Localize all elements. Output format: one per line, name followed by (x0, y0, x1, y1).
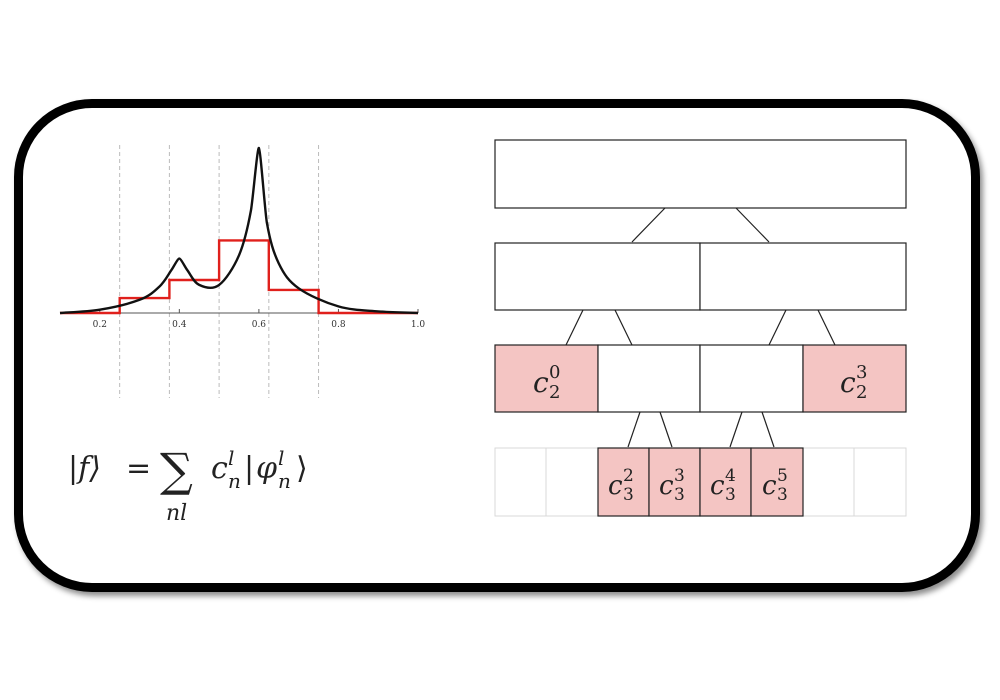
eq-phi-sub: n (278, 469, 291, 493)
x-tick-label: 0.4 (172, 320, 187, 330)
eq-sum-sub: nl (166, 501, 187, 526)
eq-ket-close: ⟩ (296, 451, 308, 486)
coef-base: c (710, 471, 725, 501)
tree-connector (761, 411, 775, 448)
coef-label-c2-0: c 0 2 (533, 362, 560, 403)
tree-level3-row (494, 447, 907, 517)
coef-base: c (762, 471, 777, 501)
tree-node-level3-empty (545, 447, 599, 517)
tree-connector (627, 411, 641, 448)
tree-node-level3-empty (802, 447, 855, 517)
eq-coef-sup: l (228, 446, 234, 470)
coef-sup: 4 (725, 466, 736, 486)
tree-connector (659, 411, 673, 448)
wavelet-tree (494, 139, 907, 448)
coef-sup: 3 (674, 466, 685, 486)
tree-node-level1 (699, 242, 907, 311)
tree-node-level3-highlighted (597, 447, 650, 517)
x-tick-label: 0.2 (93, 320, 107, 330)
tree-connector (735, 207, 770, 243)
coef-sub: 3 (777, 485, 788, 505)
tree-level3-highlighted (597, 447, 804, 517)
coef-base: c (533, 366, 549, 399)
coef-sub: 3 (674, 485, 685, 505)
eq-phi-sup: l (278, 446, 284, 470)
eq-coef-sub: n (228, 469, 241, 493)
coef-sup: 0 (549, 362, 560, 383)
x-tick-label: 0.6 (252, 320, 267, 330)
coef-base: c (840, 366, 856, 399)
tree-node-level3-highlighted (750, 447, 804, 517)
eq-coef: c (211, 451, 228, 486)
tree-node-level3-empty (494, 447, 547, 517)
tree-connector (729, 411, 743, 448)
coef-sup: 3 (856, 362, 867, 383)
coef-base: c (608, 471, 623, 501)
coef-label-c3-2: c 2 3 (608, 466, 634, 505)
coef-sup: 2 (623, 466, 634, 486)
tree-connector (768, 309, 787, 346)
expansion-equation: |f⟩ = ∑ nl c l n | φ l n ⟩ (68, 443, 308, 526)
tree-connector (565, 309, 584, 346)
tree-node-level2-highlighted (494, 344, 599, 413)
coef-base: c (659, 471, 674, 501)
tree-node-level2 (699, 344, 804, 413)
coef-sub: 3 (623, 485, 634, 505)
tree-node-level1 (494, 242, 701, 311)
x-tick-label: 1.0 (411, 320, 426, 330)
eq-ket-open: | (244, 451, 254, 486)
tree-node-level3-empty (853, 447, 907, 517)
eq-equals: = (126, 451, 151, 486)
eq-sum-symbol: ∑ (160, 443, 193, 497)
step-approximation-line (60, 239, 418, 315)
coef-label-c3-3: c 3 3 (659, 466, 685, 505)
tree-node-level0 (494, 139, 907, 209)
x-tick-label: 0.8 (331, 320, 346, 330)
eq-lhs: |f⟩ (68, 451, 101, 486)
function-curve-line (59, 146, 419, 315)
coef-sub: 3 (725, 485, 736, 505)
function-plot: 0.2 0.4 0.6 0.8 1.0 (59, 145, 426, 398)
coef-label-c3-4: c 4 3 (710, 466, 736, 505)
coef-label-c3-5: c 5 3 (762, 466, 788, 505)
tree-connector (614, 309, 633, 346)
tree-node-level2-highlighted (802, 344, 907, 413)
tree-node-level3-highlighted (648, 447, 701, 517)
tree-connector (817, 309, 836, 346)
coef-sub: 2 (549, 382, 560, 403)
tree-connector (631, 207, 666, 243)
tree-node-level2 (597, 344, 701, 413)
coef-sup: 5 (777, 466, 788, 486)
coef-sub: 2 (856, 382, 867, 403)
eq-phi: φ (256, 451, 277, 486)
coef-label-c2-3: c 3 2 (840, 362, 867, 403)
tree-node-level3-highlighted (699, 447, 752, 517)
